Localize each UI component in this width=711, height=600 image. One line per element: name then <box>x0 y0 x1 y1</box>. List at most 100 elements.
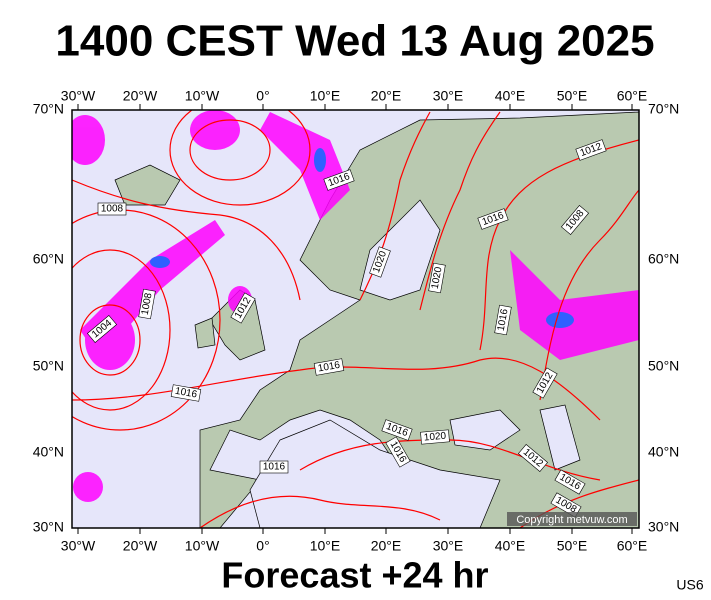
isobar-label-box <box>97 202 127 216</box>
longitude-label: 20°W <box>123 88 158 104</box>
isobar-label: 1020 <box>428 262 446 294</box>
isobar <box>189 119 271 181</box>
latitude-label: 40°N <box>33 444 64 460</box>
latitude-label: 30°N <box>33 519 64 535</box>
ireland <box>194 317 216 349</box>
isobar-label-box <box>575 139 607 161</box>
isobar <box>419 111 501 311</box>
isobar-label-box <box>230 292 256 324</box>
longitude-label: 60°E <box>617 88 648 104</box>
isobar-value: 1016 <box>263 462 286 473</box>
map-title: 1400 CEST Wed 13 Aug 2025 <box>55 17 654 66</box>
graticule-labels: 30°W 30°W 20°W 20°W 10°W 10°W 0° 0° 10°E 10°E 20°E… <box>33 88 680 554</box>
rain-core <box>150 256 170 268</box>
longitude-label: 50°E <box>557 88 588 104</box>
isobar-label: 1020 <box>420 429 450 445</box>
longitude-label: 40°E <box>495 88 526 104</box>
isobar-label-box <box>385 436 411 468</box>
latitude-label: 60°N <box>648 251 679 267</box>
rain <box>190 110 240 150</box>
isobar <box>72 179 301 301</box>
isobar-value: 1008 <box>101 204 124 215</box>
latitude-label: 70°N <box>648 101 679 117</box>
isobar <box>72 249 171 411</box>
isobar-label: 1016 <box>494 304 512 336</box>
longitude-label: 20°E <box>371 538 402 554</box>
longitude-label: 0° <box>256 88 269 104</box>
land <box>114 111 639 528</box>
black-sea <box>449 409 521 451</box>
isobar <box>199 495 441 528</box>
longitude-label: 10°E <box>310 88 341 104</box>
copyright: Copyright metvuw.com <box>516 514 627 526</box>
isobar-label-box <box>369 246 391 278</box>
isobar-value: 1016 <box>496 308 511 332</box>
map-frame <box>71 109 640 529</box>
longitude-label: 0° <box>256 538 269 554</box>
longitude-label: 50°E <box>557 538 588 554</box>
inland-seas <box>249 199 581 528</box>
longitude-label: 20°E <box>371 88 402 104</box>
latitude-label: 70°N <box>33 101 64 117</box>
isobar-label-box <box>428 262 446 294</box>
longitude-label: 10°W <box>185 538 220 554</box>
isobar-label-box <box>259 460 289 474</box>
isobar-value: 1020 <box>430 266 445 290</box>
longitude-label: 30°E <box>433 88 464 104</box>
rain <box>73 472 103 502</box>
longitude-label: 10°W <box>185 88 220 104</box>
isobar-label: 1008 <box>97 202 127 216</box>
model-code: US6 <box>676 577 703 593</box>
latitude-label: 40°N <box>648 444 679 460</box>
longitude-label: 30°E <box>433 538 464 554</box>
latitude-label: 60°N <box>33 251 64 267</box>
isobar-value: 1016 <box>317 360 341 375</box>
longitude-label: 30°W <box>61 538 96 554</box>
isobar <box>169 110 311 206</box>
isobar-label-box <box>517 443 549 473</box>
copyright-box <box>507 512 637 526</box>
precipitation <box>72 110 639 502</box>
isobar-value: 1008 <box>140 292 155 316</box>
isobar-label-box <box>323 169 355 191</box>
longitude-label: 20°W <box>123 538 158 554</box>
rain <box>260 112 350 220</box>
isobar-label-box <box>477 208 509 230</box>
isobar-label: 1016 <box>259 460 289 474</box>
isobar-label-box <box>420 429 450 445</box>
isobar-label-box <box>560 204 590 236</box>
isobar-label: 1016 <box>170 384 202 402</box>
isobar-value: 1016 <box>174 386 198 401</box>
mediterranean <box>249 419 501 528</box>
isobar-label: 1008 <box>138 288 156 320</box>
longitude-label: 60°E <box>617 538 648 554</box>
forecast-label: Forecast +24 hr <box>221 555 488 596</box>
rain-core <box>314 148 326 172</box>
caspian <box>539 404 581 471</box>
longitude-label: 10°E <box>310 538 341 554</box>
iceland <box>114 164 181 206</box>
isobar-label-box <box>494 304 512 336</box>
isobar-label-box <box>170 384 202 402</box>
latitude-label: 50°N <box>648 358 679 374</box>
isobar-label-box <box>313 358 345 376</box>
continent <box>199 111 639 528</box>
rain <box>510 250 639 360</box>
isobar-value: 1020 <box>423 431 447 444</box>
latitude-label: 30°N <box>648 519 679 535</box>
isobar-label: 1016 <box>313 358 345 376</box>
isobar-label-box <box>138 288 156 320</box>
latitude-label: 50°N <box>33 358 64 374</box>
longitude-label: 30°W <box>61 88 96 104</box>
isobar-label-box <box>554 469 586 495</box>
isobar-label-box <box>532 367 558 399</box>
isobar <box>539 189 639 401</box>
rain-core <box>546 312 574 328</box>
isobar <box>299 439 601 481</box>
isobar-label-box <box>381 419 413 441</box>
isobar <box>79 304 141 376</box>
heavy-precipitation <box>150 148 574 328</box>
longitude-label: 40°E <box>495 538 526 554</box>
